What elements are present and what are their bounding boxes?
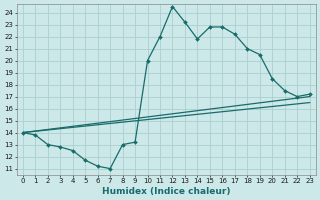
X-axis label: Humidex (Indice chaleur): Humidex (Indice chaleur)	[102, 187, 230, 196]
